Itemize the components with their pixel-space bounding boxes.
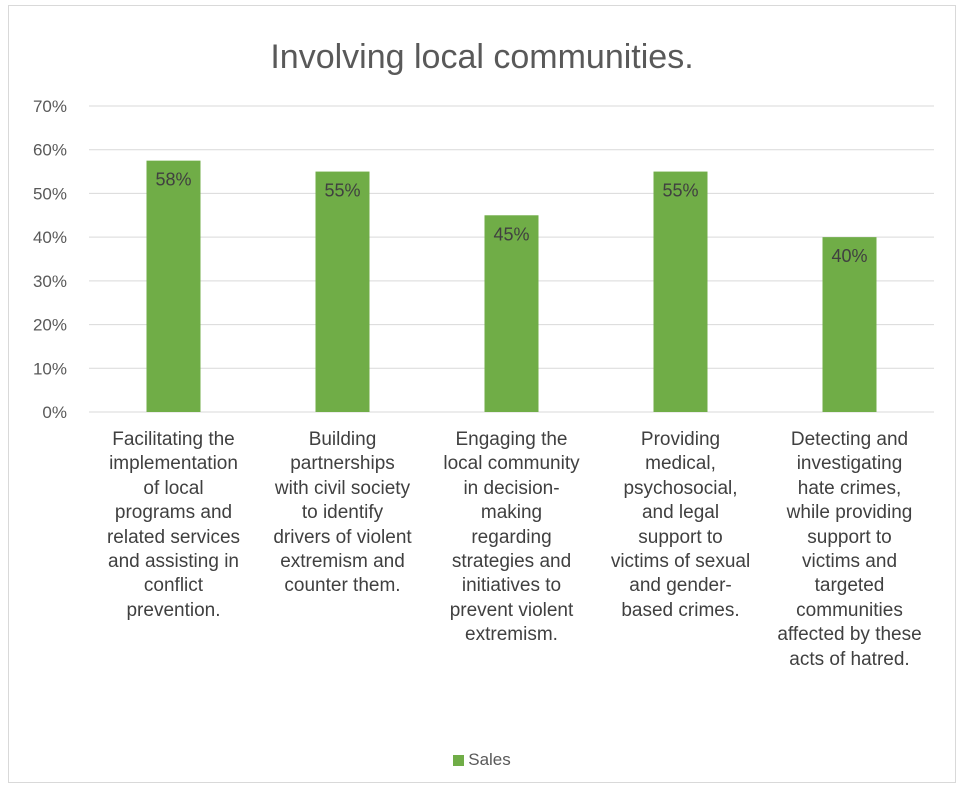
category-label-line: Detecting and bbox=[790, 429, 909, 450]
category-label-line: drivers of violent bbox=[273, 526, 412, 548]
category-label-line: acts of hatred. bbox=[789, 648, 910, 670]
data-label: 55% bbox=[324, 181, 360, 201]
category-label-line: communities bbox=[796, 599, 903, 621]
category-label-line: prevent violent bbox=[449, 599, 574, 621]
category-label: Facilitating the implementation of local pr… bbox=[90, 428, 258, 623]
y-tick-label: 60% bbox=[33, 141, 67, 160]
category-label-line: investigating bbox=[796, 453, 903, 475]
category-label-line: victims and bbox=[801, 551, 898, 573]
bar bbox=[653, 171, 708, 412]
category-label-line: extremism. bbox=[465, 624, 558, 646]
legend-label: Sales bbox=[468, 750, 511, 769]
category-label-line: Facilitating the bbox=[112, 429, 235, 450]
category-label-line: support to bbox=[638, 526, 723, 548]
category-label-line: prevention. bbox=[126, 599, 221, 621]
y-tick-label: 40% bbox=[33, 228, 67, 247]
chart-plot: 0% 10% 20% 30% 40% 50% 60% 70% 58% 55% 45% 55% 40% bbox=[33, 97, 934, 422]
bar bbox=[315, 171, 370, 412]
category-label-line: based crimes. bbox=[621, 599, 740, 621]
category-label: Engaging the local community in decision-m… bbox=[428, 428, 596, 648]
category-label-line: counter them. bbox=[284, 575, 401, 597]
data-label: 40% bbox=[831, 246, 867, 266]
category-label-line: psychosocial, bbox=[623, 477, 738, 499]
y-tick-label: 20% bbox=[33, 316, 67, 335]
category-label: Detecting and investigating hate crimes, wh… bbox=[766, 428, 934, 672]
y-tick-label: 10% bbox=[33, 359, 67, 378]
category-label-line: and assisting in bbox=[108, 551, 239, 573]
category-label-line: implementation bbox=[109, 453, 238, 475]
category-label: Building partnerships with civil society to… bbox=[259, 428, 427, 599]
category-label-line: extremism and bbox=[280, 551, 405, 573]
category-label-line: with civil society bbox=[274, 477, 411, 499]
category-label-line: local community bbox=[443, 453, 580, 475]
y-tick-label: 30% bbox=[33, 272, 67, 291]
category-label-line: initiatives to bbox=[461, 575, 562, 597]
category-label-line: affected by these bbox=[777, 624, 922, 646]
y-tick-label: 0% bbox=[42, 403, 67, 422]
bar bbox=[484, 215, 539, 412]
category-label-line: making bbox=[480, 502, 543, 524]
data-label: 58% bbox=[155, 170, 191, 190]
bar bbox=[146, 160, 201, 412]
category-label-line: and legal bbox=[641, 502, 720, 524]
y-tick-label: 50% bbox=[33, 184, 67, 203]
data-label: 55% bbox=[662, 181, 698, 201]
category-label-line: targeted bbox=[814, 575, 885, 597]
category-label-line: while providing bbox=[786, 502, 913, 524]
chart-title: Involving local communities. bbox=[270, 38, 694, 76]
category-label-line: Providing bbox=[640, 429, 721, 450]
category-label-line: Engaging the bbox=[455, 429, 568, 450]
legend: Sales bbox=[9, 750, 955, 770]
chart-container: Involving local communities. 0% 10% 20% 30%… bbox=[8, 5, 956, 783]
category-label-line: programs and bbox=[114, 502, 233, 524]
category-label-line: related services bbox=[106, 526, 241, 548]
category-label-line: to identify bbox=[301, 502, 384, 524]
category-label-line: strategies and bbox=[451, 551, 572, 573]
y-tick-label: 70% bbox=[33, 97, 67, 116]
category-label-line: and gender- bbox=[629, 575, 732, 597]
category-label-line: support to bbox=[807, 526, 892, 548]
legend-swatch bbox=[453, 755, 465, 767]
category-label: Providing medical, psychosocial, and legal s… bbox=[597, 428, 765, 623]
category-label-line: Building bbox=[308, 429, 377, 450]
category-label-line: in decision- bbox=[463, 477, 560, 499]
category-label-line: conflict bbox=[143, 575, 204, 597]
category-label-line: medical, bbox=[645, 453, 716, 475]
category-label-line: of local bbox=[143, 477, 204, 499]
category-label-line: victims of sexual bbox=[610, 551, 751, 573]
category-label-line: hate crimes, bbox=[797, 477, 902, 499]
bar bbox=[822, 237, 877, 412]
data-label: 45% bbox=[493, 224, 529, 244]
category-label-line: regarding bbox=[471, 526, 552, 548]
category-label-line: partnerships bbox=[290, 453, 395, 475]
